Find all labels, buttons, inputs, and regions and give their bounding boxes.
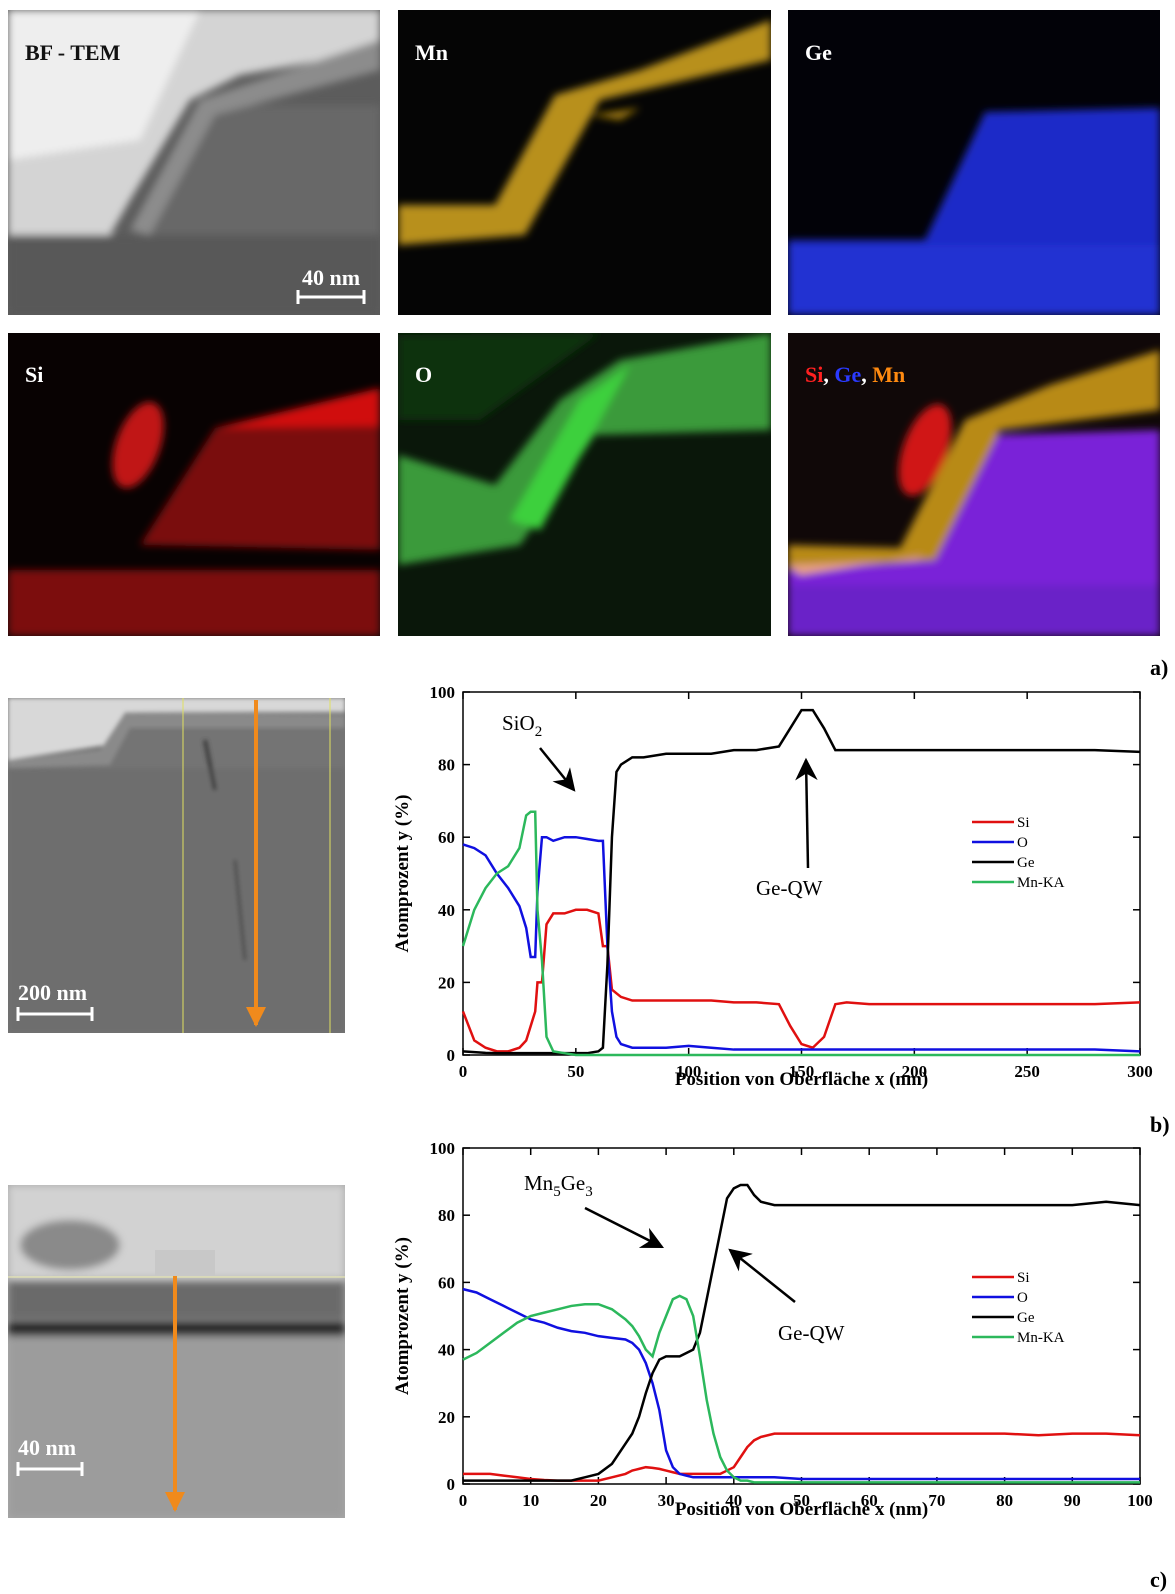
annotation-arrow (539, 747, 576, 792)
x-tick-label: 0 (459, 1062, 468, 1081)
annotation-part: SiO (502, 711, 535, 735)
series-line (461, 810, 1140, 1057)
series-line (461, 908, 1141, 1053)
label-part: , (823, 362, 829, 387)
annotation-arrow (795, 757, 818, 869)
y-tick-label: 80 (438, 1206, 455, 1225)
image-label: Si, Ge, Mn (805, 362, 905, 387)
x-tick-label: 50 (793, 1491, 810, 1510)
y-tick-label: 60 (438, 1273, 455, 1292)
x-tick-label: 200 (902, 1062, 928, 1081)
y-tick-label: 40 (438, 901, 455, 920)
x-tick-label: 150 (789, 1062, 815, 1081)
y-axis-label: Atomprozent y (%) (392, 795, 413, 953)
series-line (462, 1287, 1140, 1481)
panel-label: a) (1150, 655, 1168, 680)
image-label: BF - TEM (25, 40, 121, 65)
legend-label: Si (1017, 1270, 1030, 1286)
x-tick-label: 10 (522, 1491, 539, 1510)
annotation-part: Ge (561, 1171, 586, 1195)
x-tick-label: 300 (1127, 1062, 1153, 1081)
panel-label: c) (1150, 1567, 1167, 1592)
x-tick-label: 80 (996, 1491, 1013, 1510)
y-axis-label: Atomprozent y (%) (392, 1237, 413, 1395)
x-tick-label: 250 (1014, 1062, 1040, 1081)
y-tick-label: 20 (438, 1408, 455, 1427)
series-line (463, 1432, 1141, 1482)
annotation-part: 2 (535, 724, 543, 740)
y-tick-label: 40 (438, 1341, 455, 1360)
image-label: Ge (805, 40, 832, 65)
annotation-arrow (584, 1206, 665, 1249)
composite-map (788, 333, 1160, 636)
x-tick-label: 100 (1127, 1491, 1153, 1510)
legend-label: Si (1017, 815, 1030, 831)
x-tick-label: 20 (590, 1491, 607, 1510)
annotation: Ge-QW (778, 1321, 845, 1345)
y-tick-label: 0 (447, 1475, 456, 1494)
x-tick-label: 100 (676, 1062, 702, 1081)
y-tick-label: 80 (438, 756, 455, 775)
o-map (398, 333, 771, 636)
annotation-part: Mn (524, 1171, 554, 1195)
x-axis-label: Position von Oberfläche x (nm) (675, 1069, 928, 1090)
annotation: SiO2 (502, 711, 542, 740)
scale-label: 40 nm (18, 1435, 76, 1460)
plot-frame (462, 691, 1141, 1056)
annotation: Ge-QW (756, 876, 823, 900)
label-part: Mn (872, 362, 905, 387)
label-part: Si (805, 362, 823, 387)
x-tick-label: 0 (459, 1491, 468, 1510)
ge-map (788, 10, 1160, 315)
x-tick-label: 50 (567, 1062, 584, 1081)
scale-label: 200 nm (18, 980, 87, 1005)
series-line (462, 835, 1141, 1053)
annotation-arrow (728, 1248, 796, 1303)
tem-detail (8, 1185, 345, 1518)
y-tick-label: 100 (430, 683, 456, 702)
tem-overview (8, 698, 345, 1033)
x-axis-label: Position von Oberfläche x (nm) (675, 1499, 928, 1520)
legend-label: Mn-KA (1017, 875, 1065, 891)
x-tick-label: 90 (1064, 1491, 1081, 1510)
image-label: Si (25, 362, 43, 387)
legend-label: Ge (1017, 1310, 1035, 1326)
image-label: O (415, 362, 432, 387)
y-tick-label: 20 (438, 973, 455, 992)
series-line (463, 1183, 1141, 1482)
mn-map (398, 10, 771, 315)
legend-label: Ge (1017, 855, 1035, 871)
si-map (8, 333, 380, 636)
y-tick-label: 100 (430, 1139, 456, 1158)
legend-label: Mn-KA (1017, 1330, 1065, 1346)
scale-label: 40 nm (302, 265, 360, 290)
y-tick-label: 60 (438, 828, 455, 847)
panel-label: b) (1150, 1112, 1170, 1137)
legend-label: O (1017, 1290, 1028, 1306)
annotation-part: 3 (585, 1184, 593, 1200)
series-line (462, 1294, 1140, 1484)
label-part: , (861, 362, 867, 387)
x-tick-label: 40 (725, 1491, 742, 1510)
y-tick-label: 0 (447, 1046, 456, 1065)
annotation-part: 5 (553, 1184, 561, 1200)
tem-image (8, 10, 380, 315)
image-label: Mn (415, 40, 448, 65)
series-line (462, 708, 1141, 1055)
annotation: Mn5Ge3 (524, 1171, 593, 1200)
x-tick-label: 30 (658, 1491, 675, 1510)
x-tick-label: 70 (928, 1491, 945, 1510)
x-tick-label: 60 (861, 1491, 878, 1510)
label-part: Ge (834, 362, 861, 387)
legend-label: O (1017, 835, 1028, 851)
